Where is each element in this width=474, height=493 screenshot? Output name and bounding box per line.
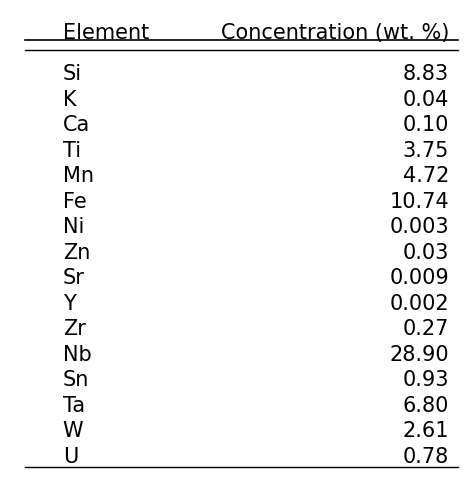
Text: Ca: Ca	[63, 115, 90, 135]
Text: 0.003: 0.003	[390, 217, 449, 237]
Text: Ni: Ni	[63, 217, 84, 237]
Text: 0.93: 0.93	[402, 370, 449, 390]
Text: 10.74: 10.74	[390, 192, 449, 211]
Text: 0.04: 0.04	[403, 90, 449, 109]
Text: Si: Si	[63, 64, 82, 84]
Text: 8.83: 8.83	[403, 64, 449, 84]
Text: Sr: Sr	[63, 268, 84, 288]
Text: Nb: Nb	[63, 345, 91, 364]
Text: Element: Element	[63, 24, 149, 43]
Text: W: W	[63, 421, 83, 441]
Text: Fe: Fe	[63, 192, 86, 211]
Text: 0.78: 0.78	[403, 447, 449, 466]
Text: 28.90: 28.90	[390, 345, 449, 364]
Text: 4.72: 4.72	[403, 166, 449, 186]
Text: Zr: Zr	[63, 319, 85, 339]
Text: 3.75: 3.75	[403, 141, 449, 161]
Text: Sn: Sn	[63, 370, 89, 390]
Text: Mn: Mn	[63, 166, 94, 186]
Text: Ta: Ta	[63, 395, 85, 416]
Text: 2.61: 2.61	[402, 421, 449, 441]
Text: Zn: Zn	[63, 243, 90, 263]
Text: K: K	[63, 90, 76, 109]
Text: 0.10: 0.10	[403, 115, 449, 135]
Text: 0.03: 0.03	[403, 243, 449, 263]
Text: Ti: Ti	[63, 141, 81, 161]
Text: 0.27: 0.27	[403, 319, 449, 339]
Text: 6.80: 6.80	[403, 395, 449, 416]
Text: 0.002: 0.002	[390, 293, 449, 314]
Text: 0.009: 0.009	[389, 268, 449, 288]
Text: U: U	[63, 447, 78, 466]
Text: Y: Y	[63, 293, 75, 314]
Text: Concentration (wt. %): Concentration (wt. %)	[221, 24, 449, 43]
